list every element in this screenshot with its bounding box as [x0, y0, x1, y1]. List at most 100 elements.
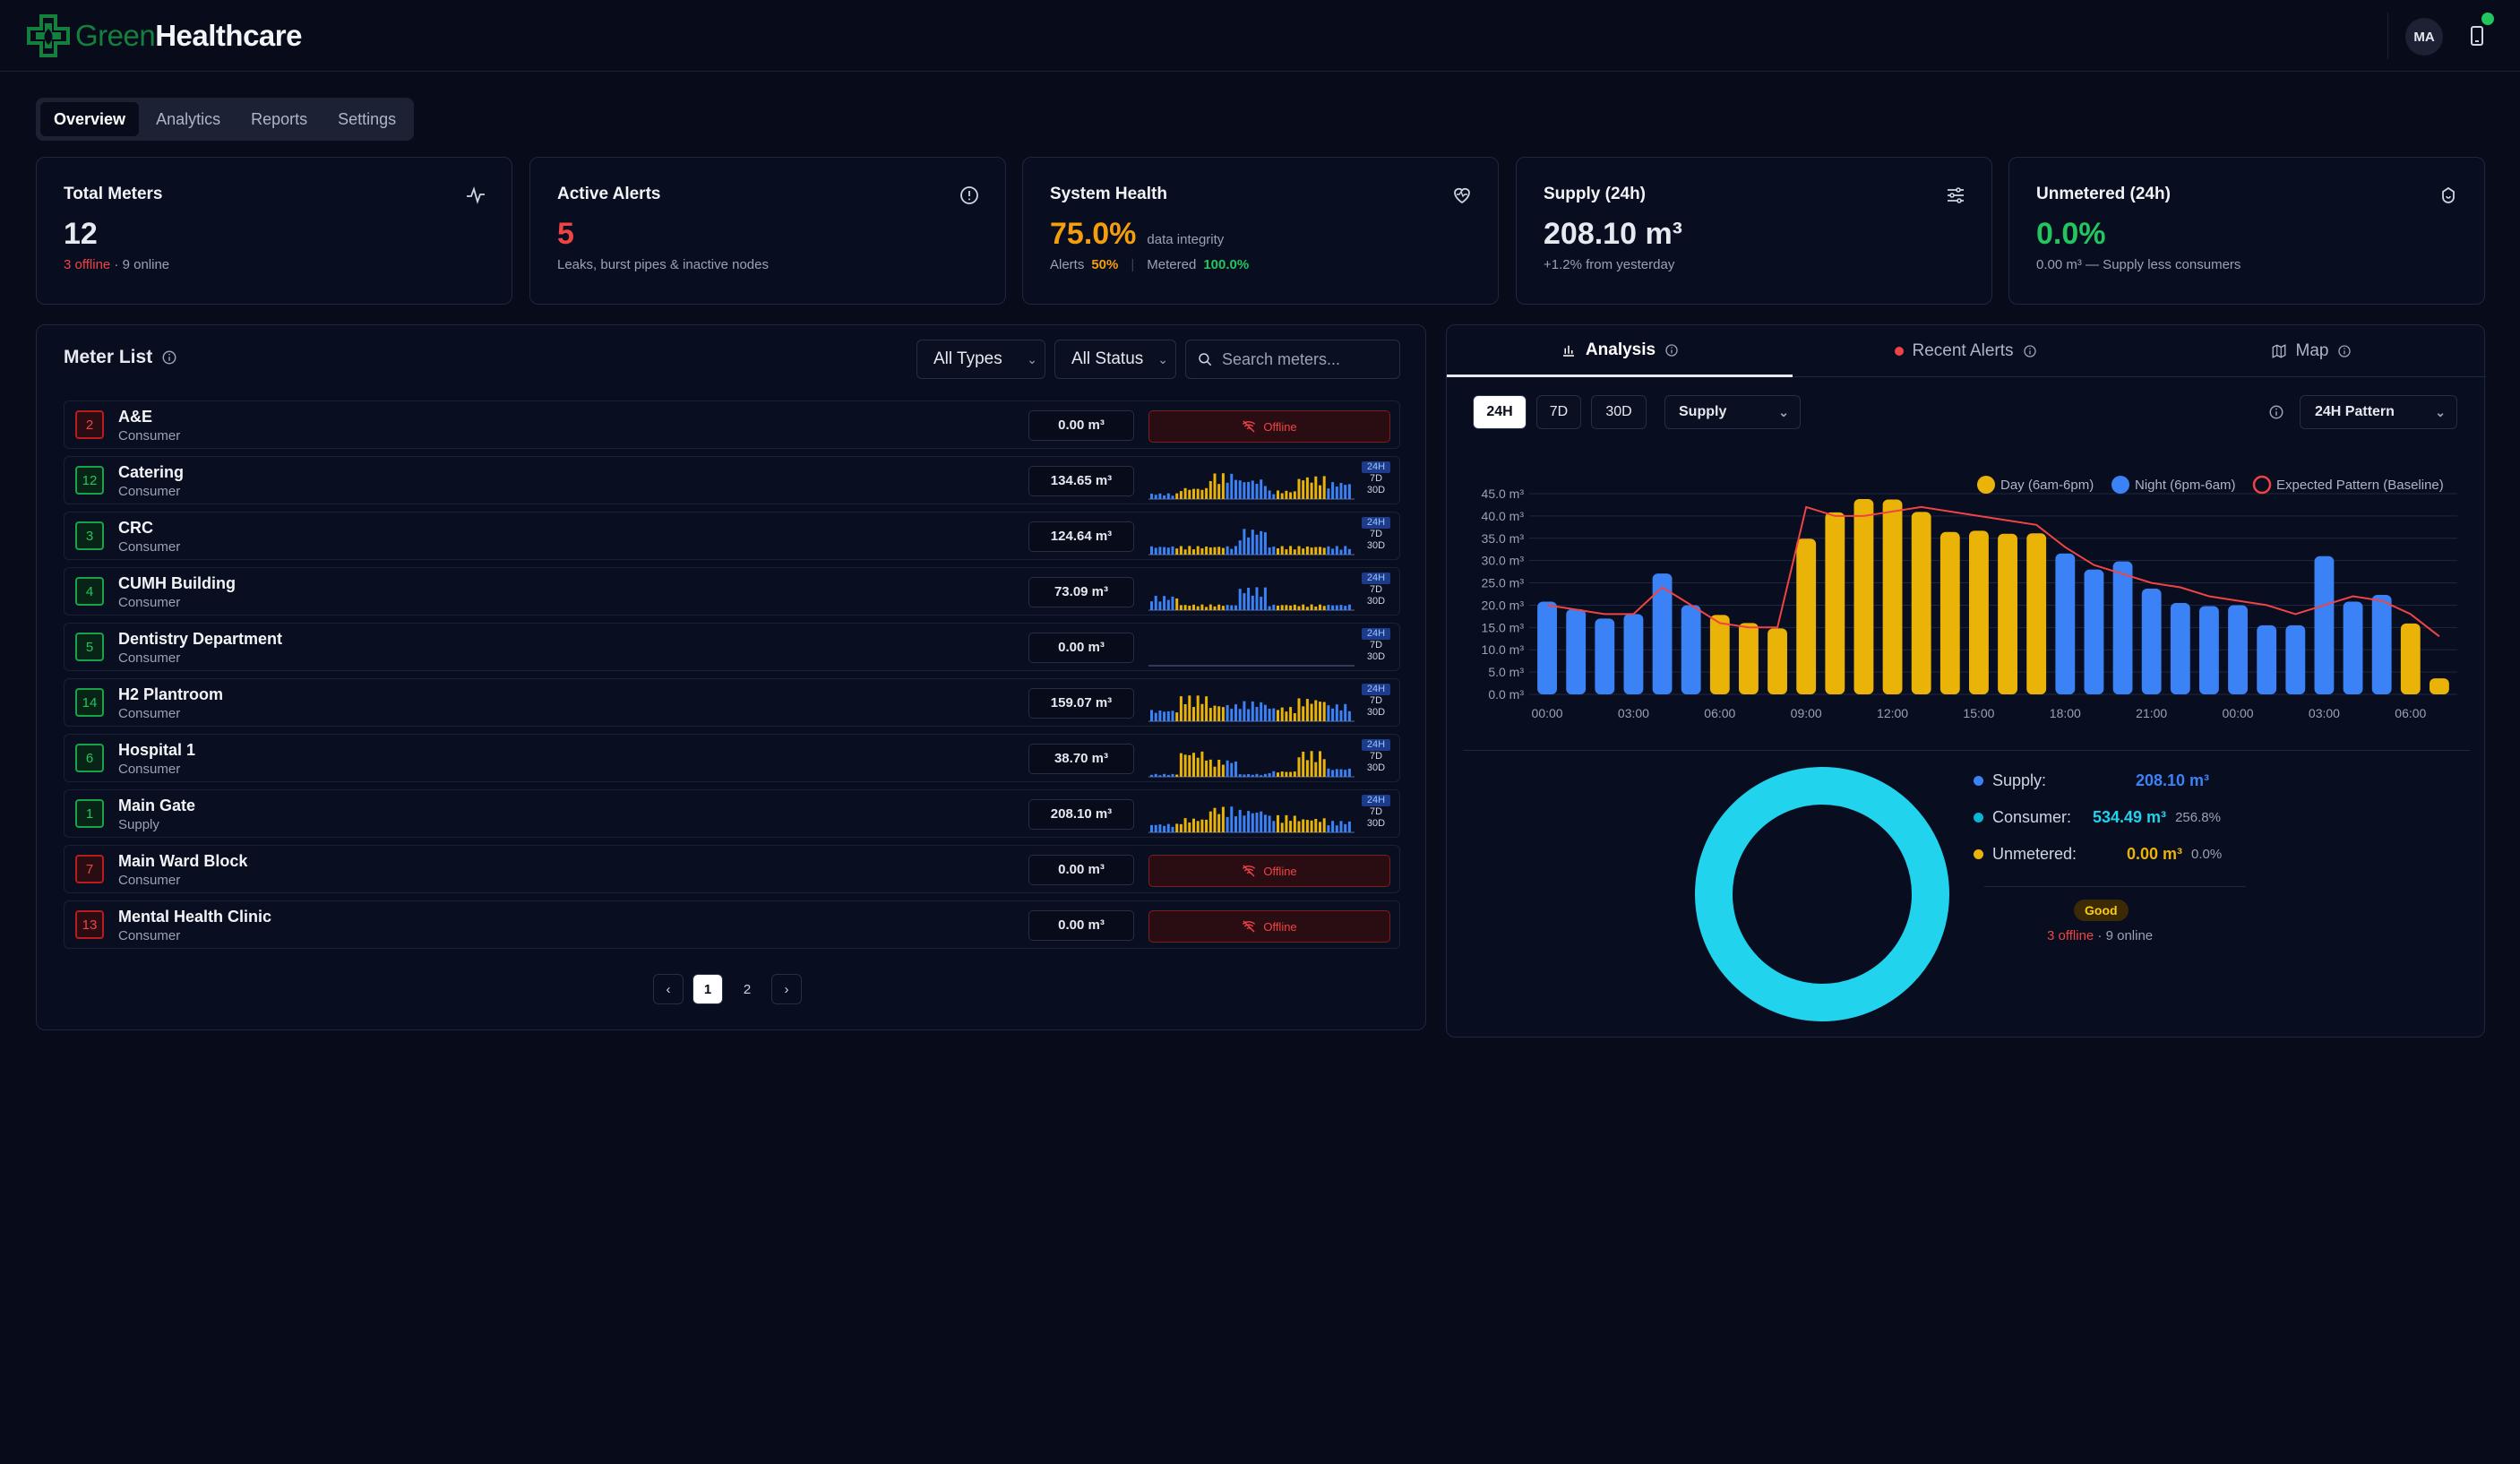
tab-overview[interactable]: Overview — [40, 102, 140, 136]
period-30d[interactable]: 30D — [1366, 707, 1386, 718]
chart-bar[interactable] — [2170, 602, 2190, 694]
period-30d[interactable]: 30D — [1366, 762, 1386, 773]
table-row[interactable]: 1 Main Gate Supply 208.10 m³ 24H 7D 30D — [64, 789, 1400, 838]
chart-bar[interactable] — [2112, 561, 2133, 694]
sparkline-period-selector[interactable]: 24H 7D 30D — [1362, 684, 1390, 719]
page-1-button[interactable]: 1 — [692, 974, 723, 1004]
chart-bar[interactable] — [2314, 555, 2335, 694]
sparkline-bar — [1163, 711, 1166, 721]
info-icon[interactable] — [2337, 344, 2352, 358]
info-icon[interactable] — [2023, 344, 2037, 358]
chart-bar[interactable] — [2285, 624, 2306, 694]
page-2-button[interactable]: 2 — [743, 981, 752, 997]
period-30d[interactable]: 30D — [1366, 485, 1386, 495]
chart-bar[interactable] — [2400, 623, 2421, 694]
chart-bar[interactable] — [1969, 530, 1989, 694]
period-24h[interactable]: 24H — [1362, 517, 1390, 529]
period-24h[interactable]: 24H — [1362, 628, 1390, 640]
table-row[interactable]: 6 Hospital 1 Consumer 38.70 m³ 24H 7D 30D — [64, 734, 1400, 782]
table-row[interactable]: 12 Catering Consumer 134.65 m³ 24H 7D 30D — [64, 456, 1400, 504]
chart-bar[interactable] — [1537, 601, 1557, 694]
sparkline-bar — [1297, 478, 1301, 499]
tab-recent-alerts[interactable]: Recent Alerts — [1793, 325, 2138, 377]
period-24h[interactable]: 24H — [1362, 573, 1390, 584]
info-icon[interactable] — [2268, 404, 2284, 420]
period-7d[interactable]: 7D — [1369, 751, 1383, 762]
table-row[interactable]: 7 Main Ward Block Consumer 0.00 m³ Offline — [64, 845, 1400, 893]
period-24h-button[interactable]: 24H — [1473, 395, 1527, 429]
period-24h[interactable]: 24H — [1362, 684, 1390, 695]
chart-bar[interactable] — [1796, 538, 1817, 694]
chart-bar[interactable] — [1595, 618, 1615, 694]
period-7d[interactable]: 7D — [1369, 529, 1383, 539]
chart-bar[interactable] — [1882, 499, 1903, 694]
period-24h[interactable]: 24H — [1362, 461, 1390, 473]
chart-bar[interactable] — [1623, 614, 1644, 694]
chart-bar[interactable] — [2343, 601, 2363, 694]
next-page-button[interactable]: › — [771, 974, 802, 1004]
table-row[interactable]: 13 Mental Health Clinic Consumer 0.00 m³ Off… — [64, 900, 1400, 949]
info-icon[interactable] — [161, 349, 177, 366]
status-filter-select[interactable]: All Status ⌄ — [1054, 340, 1176, 379]
table-row[interactable]: 4 CUMH Building Consumer 73.09 m³ 24H 7D 30D — [64, 567, 1400, 616]
table-row[interactable]: 5 Dentistry Department Consumer 0.00 m³ 24H 7… — [64, 623, 1400, 671]
chart-bar[interactable] — [1853, 498, 1874, 694]
chart-bar[interactable] — [1739, 623, 1759, 694]
period-7d[interactable]: 7D — [1369, 473, 1383, 484]
table-row[interactable]: 2 A&E Consumer 0.00 m³ Offline — [64, 400, 1400, 449]
period-7d[interactable]: 7D — [1369, 806, 1383, 817]
chart-bar[interactable] — [2257, 624, 2277, 694]
chart-bar[interactable] — [2430, 678, 2449, 694]
chart-bar[interactable] — [1652, 573, 1673, 694]
tab-analytics[interactable]: Analytics — [156, 110, 221, 128]
table-row[interactable]: 14 H2 Plantroom Consumer 159.07 m³ 24H 7D 30D — [64, 678, 1400, 727]
sparkline-period-selector[interactable]: 24H 7D 30D — [1362, 573, 1390, 607]
sparkline-period-selector[interactable]: 24H 7D 30D — [1362, 517, 1390, 552]
type-filter-select[interactable]: All Types ⌄ — [916, 340, 1045, 379]
meter-search-input[interactable]: Search meters... — [1185, 340, 1400, 379]
period-7d[interactable]: 7D — [1369, 584, 1383, 595]
chart-bar[interactable] — [2084, 569, 2104, 694]
chart-bar[interactable] — [1939, 531, 1960, 694]
tab-analysis[interactable]: Analysis — [1447, 325, 1793, 377]
period-24h[interactable]: 24H — [1362, 795, 1390, 806]
table-row[interactable]: 3 CRC Consumer 124.64 m³ 24H 7D 30D — [64, 512, 1400, 560]
chart-bar[interactable] — [2228, 605, 2248, 694]
sparkline-period-selector[interactable]: 24H 7D 30D — [1362, 739, 1390, 774]
period-30d[interactable]: 30D — [1366, 540, 1386, 551]
consumer-summary-value: 534.49 m³ — [2093, 808, 2167, 826]
device-icon[interactable] — [2464, 23, 2490, 50]
period-7d[interactable]: 7D — [1369, 695, 1383, 706]
sparkline-period-selector[interactable]: 24H 7D 30D — [1362, 461, 1390, 496]
chart-bar[interactable] — [1566, 608, 1587, 694]
chart-bar[interactable] — [2199, 606, 2219, 694]
chart-bar[interactable] — [1998, 533, 2017, 694]
tab-settings[interactable]: Settings — [338, 110, 397, 128]
sparkline-period-selector[interactable]: 24H 7D 30D — [1362, 795, 1390, 830]
chart-bar[interactable] — [1681, 605, 1701, 694]
period-30d[interactable]: 30D — [1366, 596, 1386, 607]
sparkline-period-selector[interactable]: 24H 7D 30D — [1362, 628, 1390, 663]
info-icon[interactable] — [1664, 343, 1679, 357]
chart-bar[interactable] — [1767, 628, 1787, 694]
period-30d[interactable]: 30D — [1366, 818, 1386, 829]
chart-bar[interactable] — [2141, 589, 2162, 694]
chart-bar[interactable] — [2026, 533, 2047, 694]
brand-logo[interactable]: GreenHealthcare — [25, 13, 302, 59]
user-avatar[interactable]: MA — [2405, 18, 2443, 56]
period-30d[interactable]: 30D — [1366, 651, 1386, 662]
period-30d-button[interactable]: 30D — [1591, 395, 1647, 429]
chart-bar[interactable] — [1825, 512, 1845, 694]
tab-reports[interactable]: Reports — [251, 110, 308, 128]
chart-bar[interactable] — [2055, 553, 2076, 694]
pattern-select[interactable]: 24H Pattern ⌄ — [2300, 395, 2457, 429]
chart-bar[interactable] — [2371, 594, 2392, 694]
metric-select[interactable]: Supply ⌄ — [1664, 395, 1801, 429]
chart-bar[interactable] — [1911, 512, 1931, 694]
tab-map[interactable]: Map — [2138, 325, 2484, 377]
period-24h[interactable]: 24H — [1362, 739, 1390, 751]
period-7d[interactable]: 7D — [1369, 640, 1383, 650]
period-7d-button[interactable]: 7D — [1536, 395, 1581, 429]
prev-page-button[interactable]: ‹ — [653, 974, 684, 1004]
chart-bar[interactable] — [1709, 615, 1730, 694]
